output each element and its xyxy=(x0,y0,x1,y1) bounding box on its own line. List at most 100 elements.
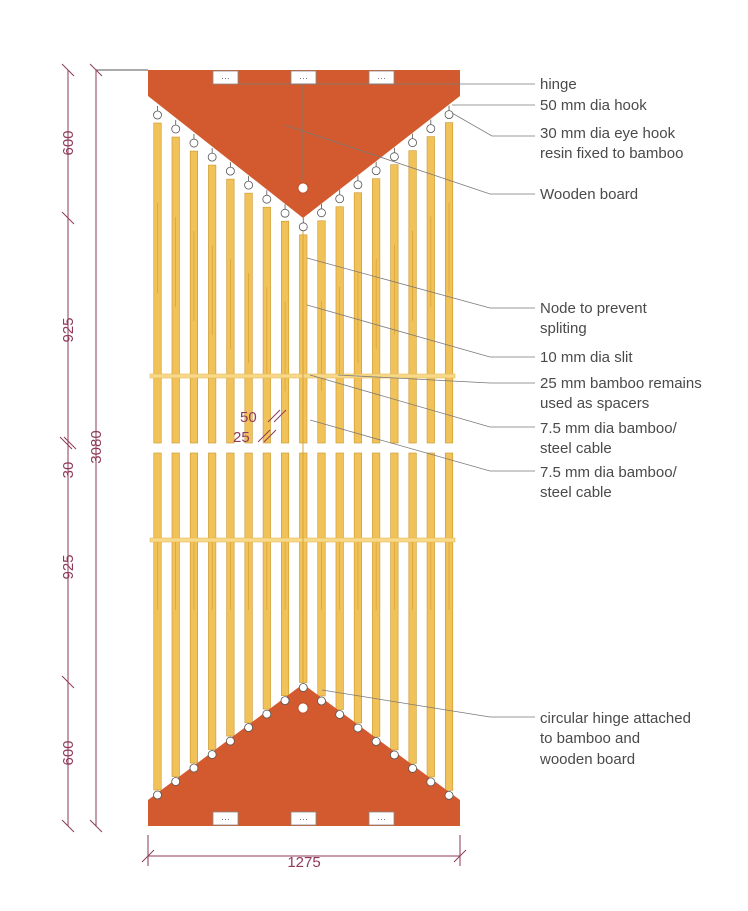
tick xyxy=(141,849,155,863)
dim-bottom-board: 600 xyxy=(60,740,77,765)
eye-hook-icon xyxy=(153,110,162,120)
bottom-wooden-board xyxy=(148,684,460,826)
label-wooden-board: Wooden board xyxy=(540,186,638,203)
tick xyxy=(89,63,103,77)
eye-hook-icon xyxy=(335,194,345,204)
leader-node xyxy=(306,257,535,309)
label-hinge: hinge xyxy=(540,76,577,93)
circular-hinge-icon xyxy=(280,696,290,706)
top-eye-hooks xyxy=(153,105,454,232)
tick xyxy=(267,409,281,423)
svg-text:···: ··· xyxy=(221,814,230,824)
eye-hook-icon xyxy=(317,208,326,218)
hinge-plate xyxy=(212,70,239,85)
bamboo-rod-lower xyxy=(171,452,180,777)
circular-hinge-icon xyxy=(444,790,454,800)
tick xyxy=(89,819,103,833)
dim-rod-width: 50 xyxy=(240,409,257,426)
leader-spacer xyxy=(337,374,535,384)
label-circ-1: circular hinge attached xyxy=(540,710,691,727)
leader-eye-hook xyxy=(451,112,535,137)
hinge-plate xyxy=(368,811,395,826)
bottom-eye-hooks xyxy=(153,683,454,800)
hinge-plate xyxy=(212,811,239,826)
tick xyxy=(263,429,277,443)
label-node-2: spliting xyxy=(540,320,587,337)
label-spacer-2: used as spacers xyxy=(540,395,649,412)
leader-circ-hinge xyxy=(321,689,535,718)
bottom-hinge-plates: ··· ··· ··· xyxy=(212,811,395,826)
label-spacer-1: 25 mm bamboo remains xyxy=(540,375,702,392)
label-eye-hook-2: resin fixed to bamboo xyxy=(540,145,683,162)
label-circ-2: to bamboo and xyxy=(540,730,640,747)
eye-hook-icon xyxy=(298,222,308,232)
label-hook: 50 mm dia hook xyxy=(540,97,647,114)
label-cable-a-2: steel cable xyxy=(540,440,612,457)
dim-gap: 30 xyxy=(60,462,77,479)
lower-bamboo-rods xyxy=(153,452,454,791)
board-hole-top xyxy=(297,182,309,194)
tick xyxy=(453,849,467,863)
label-slit: 10 mm dia slit xyxy=(540,349,633,366)
eye-hook-icon xyxy=(444,110,454,119)
svg-text:···: ··· xyxy=(299,814,308,824)
eye-hook-icon xyxy=(389,152,399,162)
board-hole-bottom xyxy=(297,702,309,714)
label-node-1: Node to prevent xyxy=(540,300,648,317)
top-wooden-board xyxy=(148,70,460,218)
eye-hook-icon xyxy=(426,124,436,134)
dim-overall-height: 3080 xyxy=(88,430,105,463)
leader-cable-a xyxy=(309,374,535,428)
dim-upper-bamboo: 925 xyxy=(60,317,77,342)
svg-text:···: ··· xyxy=(377,73,386,83)
label-circ-3: wooden board xyxy=(539,751,635,768)
circular-hinge-icon xyxy=(153,790,162,800)
tick xyxy=(61,211,75,225)
label-eye-hook-1: 30 mm dia eye hook xyxy=(540,125,676,142)
dim-top-board: 600 xyxy=(60,130,77,155)
circular-hinge-icon xyxy=(371,737,381,746)
leader-board xyxy=(284,124,535,195)
label-cable-b-2: steel cable xyxy=(540,484,612,501)
circular-hinge-icon xyxy=(353,723,363,733)
leader-cable-b xyxy=(309,419,535,472)
eye-hook-icon xyxy=(225,166,235,176)
circular-hinge-icon xyxy=(189,763,199,773)
eye-hook-icon xyxy=(171,124,181,134)
eye-hook-icon xyxy=(371,166,381,176)
eye-hook-icon xyxy=(262,194,272,204)
circular-hinge-icon xyxy=(171,777,181,786)
eye-hook-icon xyxy=(408,138,417,148)
dim-overall-width: 1275 xyxy=(287,854,320,871)
dimension-texts: 600 925 30 925 600 3080 1275 50 25 xyxy=(60,130,321,871)
circular-hinge-icon xyxy=(317,696,326,706)
annotation-labels: hinge 50 mm dia hook 30 mm dia eye hook … xyxy=(539,76,702,768)
leader-slit xyxy=(306,304,535,358)
tick xyxy=(63,436,77,450)
eye-hook-icon xyxy=(207,152,217,162)
dim-lower-bamboo: 925 xyxy=(60,554,77,579)
tick xyxy=(61,675,75,689)
svg-text:···: ··· xyxy=(221,73,230,83)
leader-lines xyxy=(240,83,535,718)
circular-hinge-icon xyxy=(244,723,254,732)
circular-hinge-icon xyxy=(426,777,436,787)
tick xyxy=(61,63,75,77)
circular-hinge-icon xyxy=(262,709,272,719)
eye-hook-icon xyxy=(353,180,363,190)
circular-hinge-icon xyxy=(408,764,417,773)
dimension-lines xyxy=(59,63,467,866)
circular-hinge-icon xyxy=(335,710,345,719)
circular-hinge-icon xyxy=(389,750,399,760)
eye-hook-icon xyxy=(189,138,199,148)
tick xyxy=(59,436,73,450)
svg-text:···: ··· xyxy=(377,814,386,824)
label-cable-a-1: 7.5 mm dia bamboo/ xyxy=(540,420,678,437)
circular-hinge-icon xyxy=(207,750,217,759)
svg-text:···: ··· xyxy=(299,73,308,83)
eye-hook-icon xyxy=(244,180,254,190)
bamboo-rod-lower xyxy=(426,452,435,778)
label-cable-b-1: 7.5 mm dia bamboo/ xyxy=(540,464,678,481)
